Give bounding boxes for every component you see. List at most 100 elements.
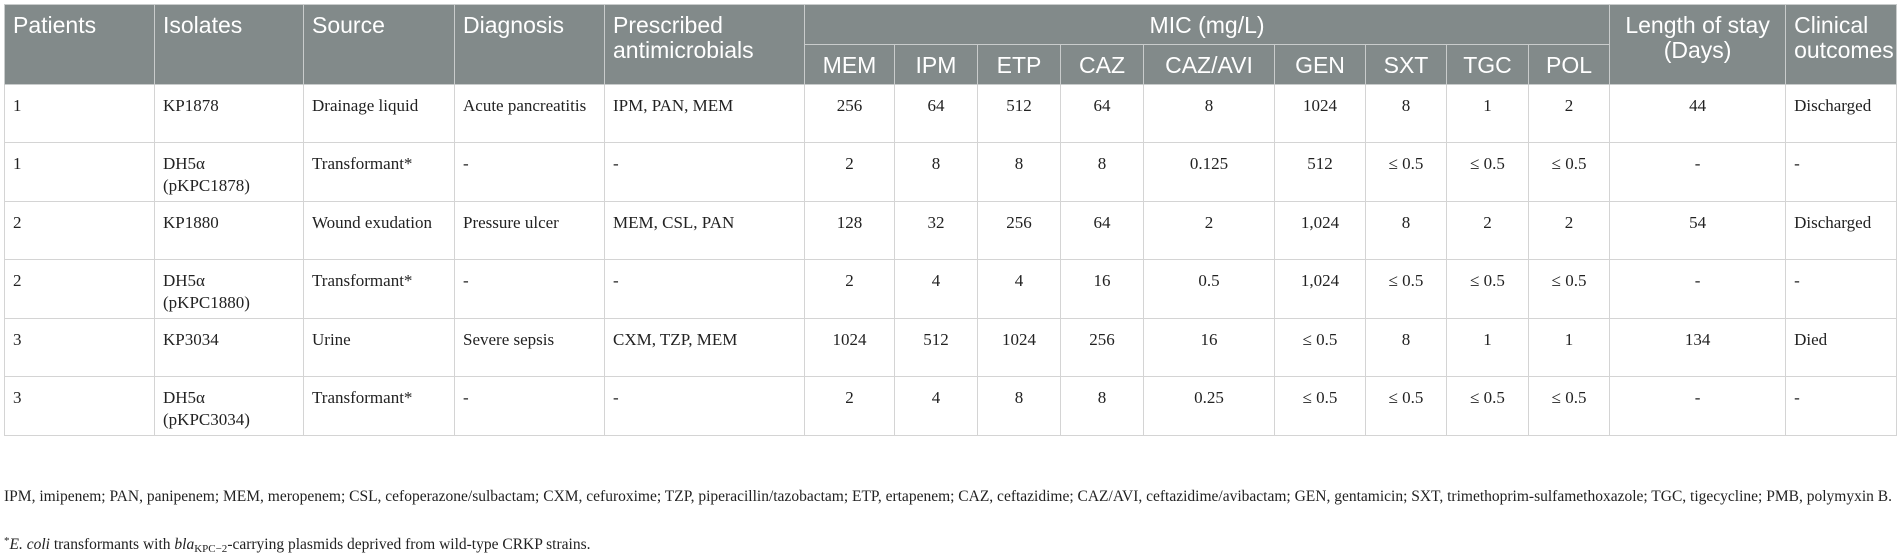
cell-mic-caz: 16: [1060, 258, 1144, 320]
cell-mic-gen: 1,024: [1274, 200, 1366, 260]
cell-mic-pol: 2: [1527, 83, 1611, 143]
cell-mic-sxt: 8: [1365, 200, 1447, 260]
header-mic-ipm: IPM: [894, 43, 978, 85]
cell-mic-caz: 64: [1060, 200, 1144, 260]
cell-mic-tgc: 1: [1446, 83, 1529, 143]
cell-patient: 3: [4, 318, 155, 378]
cell-source: Urine: [303, 318, 455, 378]
mic-results-table: Patients Isolates Source Diagnosis Presc…: [4, 4, 1898, 437]
cell-mic-caz-avi: 2: [1143, 200, 1275, 260]
header-patients: Patients: [4, 4, 155, 85]
cell-mic-pol: ≤ 0.5: [1527, 258, 1611, 320]
cell-mic-ipm: 64: [894, 83, 978, 143]
cell-mic-tgc: ≤ 0.5: [1446, 258, 1529, 320]
table-body: 1 KP1878 Drainage liquid Acute pancreatitis…: [4, 83, 1898, 437]
cell-outcome: -: [1785, 258, 1898, 320]
header-mic-mem: MEM: [804, 43, 895, 85]
cell-antimicrobials: -: [604, 376, 805, 437]
cell-source: Transformant*: [303, 376, 455, 437]
cell-mic-gen: 512: [1274, 141, 1366, 202]
footnote-text-mid: transformants with: [49, 536, 175, 553]
header-prescribed-antimicrobials: Prescribed antimicrobials: [604, 4, 805, 85]
table-row: 1 KP1878 Drainage liquid Acute pancreatitis…: [4, 83, 1898, 143]
footnote-gene-subscript: KPC−2: [194, 543, 228, 555]
cell-outcome: -: [1785, 141, 1898, 202]
cell-mic-mem: 2: [804, 376, 895, 437]
cell-mic-ipm: 4: [894, 258, 978, 320]
cell-mic-sxt: ≤ 0.5: [1365, 258, 1447, 320]
header-length-of-stay: Length of stay (Days): [1609, 4, 1787, 85]
cell-patient: 2: [4, 200, 155, 260]
header-clinical-outcomes: Clinical outcomes: [1785, 4, 1898, 85]
cell-mic-caz-avi: 16: [1143, 318, 1275, 378]
cell-mic-etp: 8: [977, 376, 1061, 437]
header-source: Source: [303, 4, 455, 85]
cell-outcome: Died: [1785, 318, 1898, 378]
header-row-top: Patients Isolates Source Diagnosis Presc…: [4, 4, 1898, 85]
footnote-gene: bla: [174, 536, 195, 553]
cell-antimicrobials: -: [604, 141, 805, 202]
cell-mic-mem: 256: [804, 83, 895, 143]
cell-mic-sxt: ≤ 0.5: [1365, 141, 1447, 202]
cell-source: Drainage liquid: [303, 83, 455, 143]
cell-mic-gen: ≤ 0.5: [1274, 318, 1366, 378]
footnote-text-end: -carrying plasmids deprived from wild-ty…: [227, 536, 591, 553]
cell-isolate: DH5α (pKPC1880): [154, 258, 304, 320]
footnote-species: E. coli: [9, 536, 50, 553]
footnote-star: *: [4, 535, 10, 547]
cell-outcome: Discharged: [1785, 200, 1898, 260]
cell-patient: 1: [4, 83, 155, 143]
cell-mic-mem: 1024: [804, 318, 895, 378]
cell-mic-tgc: 1: [1446, 318, 1529, 378]
cell-length-of-stay: -: [1609, 141, 1787, 202]
cell-antimicrobials: IPM, PAN, MEM: [604, 83, 805, 143]
cell-mic-caz-avi: 8: [1143, 83, 1275, 143]
cell-mic-mem: 2: [804, 258, 895, 320]
cell-isolate: DH5α (pKPC3034): [154, 376, 304, 437]
cell-mic-pol: ≤ 0.5: [1527, 141, 1611, 202]
cell-mic-pol: 2: [1527, 200, 1611, 260]
header-mic-caz-avi: CAZ/AVI: [1143, 43, 1275, 85]
header-mic-group: MIC (mg/L): [803, 4, 1611, 45]
cell-length-of-stay: 134: [1609, 318, 1787, 378]
cell-length-of-stay: -: [1609, 376, 1787, 437]
cell-isolate: KP1878: [154, 83, 304, 143]
cell-mic-caz-avi: 0.125: [1143, 141, 1275, 202]
cell-mic-tgc: 2: [1446, 200, 1529, 260]
cell-mic-sxt: 8: [1365, 83, 1447, 143]
cell-antimicrobials: CXM, TZP, MEM: [604, 318, 805, 378]
cell-mic-caz: 8: [1060, 141, 1144, 202]
cell-mic-pol: 1: [1527, 318, 1611, 378]
cell-source: Transformant*: [303, 258, 455, 320]
cell-patient: 2: [4, 258, 155, 320]
cell-mic-gen: ≤ 0.5: [1274, 376, 1366, 437]
cell-mic-ipm: 4: [894, 376, 978, 437]
table-row: 3 KP3034 Urine Severe sepsis CXM, TZP, MEM 10…: [4, 318, 1898, 378]
cell-source: Transformant*: [303, 141, 455, 202]
cell-isolate: KP1880: [154, 200, 304, 260]
table-header: Patients Isolates Source Diagnosis Presc…: [4, 4, 1898, 85]
cell-mic-sxt: 8: [1365, 318, 1447, 378]
cell-mic-tgc: ≤ 0.5: [1446, 141, 1529, 202]
cell-mic-sxt: ≤ 0.5: [1365, 376, 1447, 437]
header-diagnosis: Diagnosis: [454, 4, 605, 85]
cell-patient: 3: [4, 376, 155, 437]
cell-isolate: KP3034: [154, 318, 304, 378]
cell-mic-etp: 512: [977, 83, 1061, 143]
cell-mic-caz: 256: [1060, 318, 1144, 378]
header-row-mic: MEM IPM ETP CAZ CAZ/AVI GEN SXT TGC POL: [5, 43, 1897, 85]
cell-mic-ipm: 8: [894, 141, 978, 202]
cell-mic-etp: 8: [977, 141, 1061, 202]
cell-diagnosis: -: [454, 141, 605, 202]
cell-antimicrobials: -: [604, 258, 805, 320]
cell-mic-caz-avi: 0.25: [1143, 376, 1275, 437]
header-mic-pol: POL: [1527, 43, 1611, 85]
cell-length-of-stay: 44: [1609, 83, 1787, 143]
cell-outcome: Discharged: [1785, 83, 1898, 143]
cell-mic-gen: 1024: [1274, 83, 1366, 143]
header-mic-etp: ETP: [977, 43, 1061, 85]
cell-mic-gen: 1,024: [1274, 258, 1366, 320]
cell-diagnosis: Pressure ulcer: [454, 200, 605, 260]
header-mic-caz: CAZ: [1060, 43, 1144, 85]
cell-mic-etp: 256: [977, 200, 1061, 260]
